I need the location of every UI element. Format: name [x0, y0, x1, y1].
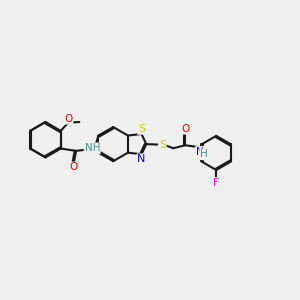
Text: N: N	[137, 154, 146, 164]
Text: N: N	[196, 147, 204, 157]
Text: O: O	[70, 162, 78, 172]
Text: NH: NH	[85, 143, 100, 153]
Text: F: F	[213, 178, 220, 188]
Text: S: S	[159, 140, 166, 150]
Text: H: H	[200, 149, 208, 159]
Text: O: O	[64, 114, 73, 124]
Text: O: O	[181, 124, 189, 134]
Text: S: S	[138, 124, 145, 134]
